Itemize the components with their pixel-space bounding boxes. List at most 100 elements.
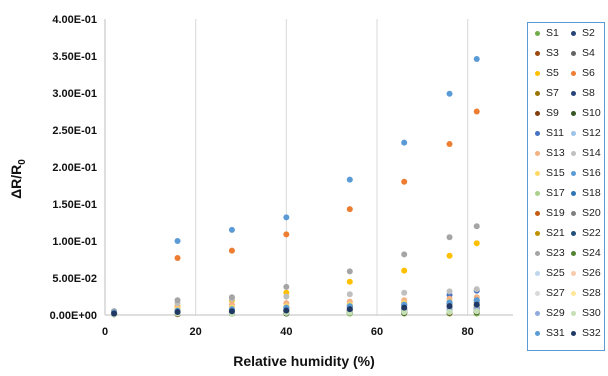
- data-point: [401, 178, 408, 185]
- series-s16: [111, 55, 480, 315]
- data-point: [346, 306, 353, 313]
- legend-marker: [535, 170, 540, 176]
- legend-label: S22: [582, 227, 601, 239]
- data-point: [283, 293, 290, 300]
- legend-item-s10: S10: [571, 107, 601, 119]
- legend-marker: [571, 150, 576, 156]
- legend-item-s5: S5: [535, 67, 559, 79]
- data-point: [283, 231, 290, 238]
- data-point: [473, 55, 480, 62]
- data-point: [228, 226, 235, 233]
- legend-marker: [535, 70, 540, 76]
- series-s14: [111, 286, 480, 316]
- data-points: [111, 55, 480, 318]
- legend-item-s6: S6: [571, 67, 595, 79]
- data-point: [446, 234, 453, 241]
- data-point: [174, 297, 181, 304]
- data-point: [473, 240, 480, 247]
- series-s25: [111, 308, 480, 318]
- legend-marker: [571, 30, 576, 36]
- legend-label: S18: [582, 187, 601, 199]
- legend-item-s24: S24: [571, 247, 601, 259]
- legend-item-s19: S19: [535, 207, 565, 219]
- legend-item-s26: S26: [571, 267, 601, 279]
- legend-marker: [571, 170, 576, 176]
- legend-label: S4: [582, 47, 595, 59]
- legend-item-s4: S4: [571, 47, 595, 59]
- data-point: [446, 303, 453, 310]
- legend-item-s14: S14: [571, 147, 601, 159]
- y-tick-label: 2.00E-01: [52, 162, 97, 174]
- legend-label: S10: [582, 107, 601, 119]
- legend-marker: [571, 70, 576, 76]
- legend-item-s22: S22: [571, 227, 601, 239]
- data-point: [473, 108, 480, 115]
- legend-label: S3: [546, 47, 559, 59]
- legend-marker: [535, 230, 540, 236]
- data-point: [401, 304, 408, 311]
- y-tick-label: 0.00E+00: [50, 310, 97, 322]
- legend-item-s8: S8: [571, 87, 595, 99]
- legend-label: S32: [582, 327, 601, 339]
- legend-marker: [571, 190, 576, 196]
- legend-label: S15: [546, 167, 565, 179]
- y-axis-title: ΔR/R0: [8, 159, 28, 199]
- legend-marker: [535, 110, 540, 116]
- y-tick-label: 1.00E-01: [52, 236, 97, 248]
- legend-label: S16: [582, 167, 601, 179]
- legend-label: S30: [582, 307, 601, 319]
- legend-label: S17: [546, 187, 565, 199]
- legend-marker: [571, 110, 576, 116]
- y-axis-title-main: ΔR/R: [8, 165, 24, 199]
- legend-label: S20: [582, 207, 601, 219]
- legend-marker: [535, 250, 540, 256]
- x-tick-label: 80: [462, 326, 474, 338]
- legend-label: S7: [546, 87, 559, 99]
- legend-label: S19: [546, 207, 565, 219]
- legend-marker: [535, 90, 540, 96]
- legend-label: S9: [546, 107, 559, 119]
- y-tick-label: 5.00E-02: [52, 273, 97, 285]
- data-point: [174, 255, 181, 262]
- x-tick-label: 40: [280, 326, 292, 338]
- series-s20: [111, 299, 480, 317]
- data-point: [446, 141, 453, 148]
- y-tick-label: 3.50E-01: [52, 51, 97, 63]
- grid-lines: [195, 19, 469, 315]
- legend-marker: [535, 310, 540, 316]
- legend-item-s28: S28: [571, 287, 601, 299]
- data-point: [473, 301, 480, 308]
- data-point: [283, 307, 290, 314]
- legend-item-s2: S2: [571, 27, 595, 39]
- legend-marker: [571, 210, 576, 216]
- series-s28: [111, 302, 480, 317]
- legend-item-s15: S15: [535, 167, 565, 179]
- y-tick-label: 4.00E-01: [52, 14, 97, 26]
- y-tick-label: 3.00E-01: [52, 88, 97, 100]
- legend-label: S25: [546, 267, 565, 279]
- legend-label: S21: [546, 227, 565, 239]
- series-s11: [111, 287, 480, 316]
- data-point: [446, 309, 453, 316]
- y-tick-label: 2.50E-01: [52, 125, 97, 137]
- legend-label: S14: [582, 147, 601, 159]
- legend-item-s1: S1: [535, 27, 559, 39]
- legend-marker: [571, 230, 576, 236]
- data-point: [446, 288, 453, 295]
- legend-item-s32: S32: [571, 327, 601, 339]
- legend-marker: [535, 190, 540, 196]
- legend-marker: [571, 250, 576, 256]
- legend-label: S26: [582, 267, 601, 279]
- data-point: [283, 283, 290, 290]
- legend-marker: [535, 150, 540, 156]
- legend-label: S13: [546, 147, 565, 159]
- legend-marker: [535, 290, 540, 296]
- series-s32: [111, 301, 480, 317]
- series-s5: [111, 240, 480, 316]
- legend-item-s27: S27: [535, 287, 565, 299]
- legend-item-s16: S16: [571, 167, 601, 179]
- x-axis-title: Relative humidity (%): [233, 353, 375, 369]
- data-point: [228, 308, 235, 315]
- series-s23: [111, 223, 480, 315]
- data-point: [473, 223, 480, 230]
